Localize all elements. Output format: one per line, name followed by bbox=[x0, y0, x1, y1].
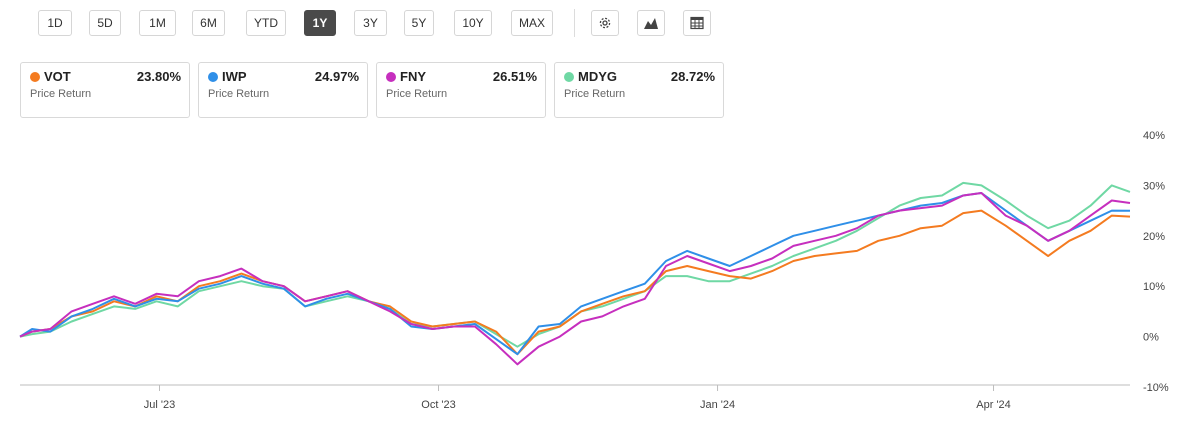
ticker-symbol: MDYG bbox=[578, 69, 617, 84]
plot-area bbox=[19, 181, 1131, 366]
range-button-3y[interactable]: 3Y bbox=[354, 10, 387, 36]
range-button-1y[interactable]: 1Y bbox=[304, 10, 336, 36]
ticker-symbol: VOT bbox=[44, 69, 71, 84]
series-color-dot bbox=[208, 72, 218, 82]
line-chart: 40% 30% 20% 10% 0% -10% Jul '23 Oct '23 Jan '24 A… bbox=[19, 130, 1169, 411]
range-button-1m[interactable]: 1M bbox=[139, 10, 176, 36]
series-line-fny bbox=[19, 192, 1131, 366]
series-color-dot bbox=[30, 72, 40, 82]
return-value: 26.51% bbox=[492, 69, 537, 84]
ticker-symbol: FNY bbox=[400, 69, 426, 84]
x-tick-label: Jul '23 bbox=[144, 399, 175, 411]
return-value: 28.72% bbox=[670, 69, 715, 84]
y-tick-label: 30% bbox=[1143, 180, 1165, 192]
series-line-vot bbox=[19, 209, 1131, 356]
gear-icon bbox=[598, 16, 612, 30]
series-line-mdyg bbox=[19, 181, 1131, 348]
return-value: 23.80% bbox=[136, 69, 181, 84]
return-type-label: Price Return bbox=[208, 88, 270, 100]
legend-card-mdyg[interactable]: MDYG 28.72% Price Return bbox=[554, 62, 724, 118]
legend-card-fny[interactable]: FNY 26.51% Price Return bbox=[376, 62, 546, 118]
return-value: 24.97% bbox=[314, 69, 359, 84]
y-tick-label: 40% bbox=[1143, 130, 1165, 142]
y-tick-label: -10% bbox=[1143, 382, 1169, 394]
axes: 40% 30% 20% 10% 0% -10% Jul '23 Oct '23 Jan '24 A… bbox=[20, 130, 1169, 411]
toolbar: 1D 5D 1M 6M YTD 1Y 3Y 5Y 10Y MAX bbox=[0, 0, 1187, 46]
range-button-max[interactable]: MAX bbox=[511, 10, 553, 36]
range-button-1d[interactable]: 1D bbox=[38, 10, 72, 36]
ticker-symbol: IWP bbox=[222, 69, 247, 84]
x-tick-label: Apr '24 bbox=[976, 399, 1011, 411]
area-chart-icon bbox=[643, 16, 659, 30]
return-type-label: Price Return bbox=[30, 88, 92, 100]
x-tick-label: Oct '23 bbox=[421, 399, 456, 411]
range-button-10y[interactable]: 10Y bbox=[454, 10, 492, 36]
range-button-5d[interactable]: 5D bbox=[89, 10, 121, 36]
x-tick-label: Jan '24 bbox=[700, 399, 735, 411]
legend-card-vot[interactable]: VOT 23.80% Price Return bbox=[20, 62, 190, 118]
range-button-ytd[interactable]: YTD bbox=[246, 10, 286, 36]
table-icon bbox=[690, 16, 704, 30]
return-type-label: Price Return bbox=[564, 88, 626, 100]
return-type-label: Price Return bbox=[386, 88, 448, 100]
y-tick-label: 10% bbox=[1143, 281, 1165, 293]
series-color-dot bbox=[564, 72, 574, 82]
area-chart-button[interactable] bbox=[637, 10, 665, 36]
range-button-5y[interactable]: 5Y bbox=[404, 10, 434, 36]
legend-card-iwp[interactable]: IWP 24.97% Price Return bbox=[198, 62, 368, 118]
y-tick-label: 0% bbox=[1143, 332, 1159, 344]
series-line-iwp bbox=[19, 192, 1131, 356]
gear-button[interactable] bbox=[591, 10, 619, 36]
toolbar-divider bbox=[574, 9, 575, 37]
range-button-6m[interactable]: 6M bbox=[192, 10, 225, 36]
y-tick-label: 20% bbox=[1143, 231, 1165, 243]
series-color-dot bbox=[386, 72, 396, 82]
table-button[interactable] bbox=[683, 10, 711, 36]
